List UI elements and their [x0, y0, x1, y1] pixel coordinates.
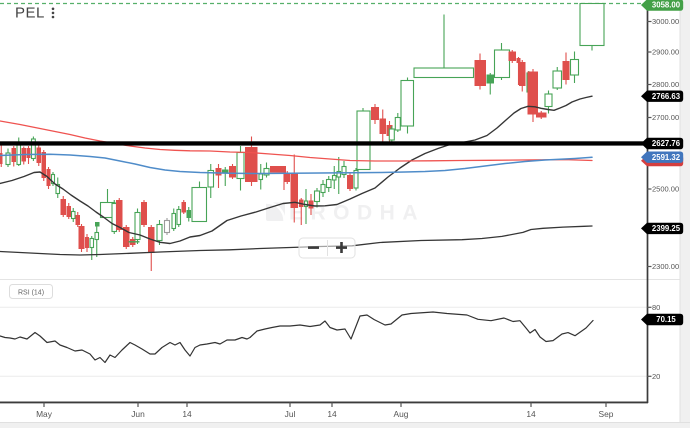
svg-text:2591.32: 2591.32	[652, 153, 681, 162]
svg-text:20: 20	[652, 372, 660, 381]
svg-text:ERODHA: ERODHA	[289, 202, 425, 225]
svg-text:2900.00: 2900.00	[652, 48, 679, 57]
svg-text:Sep: Sep	[599, 409, 614, 419]
svg-text:Jun: Jun	[131, 409, 145, 419]
svg-text:2766.63: 2766.63	[652, 92, 681, 101]
svg-text:70.15: 70.15	[656, 315, 676, 324]
svg-text:80: 80	[652, 303, 660, 312]
svg-text:May: May	[36, 409, 53, 419]
svg-text:2399.25: 2399.25	[652, 224, 681, 233]
svg-text:14: 14	[327, 409, 337, 419]
svg-text:2627.76: 2627.76	[652, 139, 681, 148]
svg-text:2800.00: 2800.00	[652, 80, 679, 89]
svg-text:14: 14	[526, 409, 536, 419]
svg-text:3000.00: 3000.00	[652, 17, 679, 26]
svg-text:RSI (14): RSI (14)	[18, 290, 44, 297]
svg-text:PEL: PEL	[15, 5, 45, 22]
svg-text:3058.00: 3058.00	[652, 1, 681, 10]
svg-text:14: 14	[182, 409, 192, 419]
svg-text:2500.00: 2500.00	[652, 185, 679, 194]
svg-text:2700.00: 2700.00	[652, 113, 679, 122]
svg-text:2300.00: 2300.00	[652, 262, 679, 271]
svg-text:Jul: Jul	[285, 409, 296, 419]
svg-text:Aug: Aug	[394, 409, 409, 419]
